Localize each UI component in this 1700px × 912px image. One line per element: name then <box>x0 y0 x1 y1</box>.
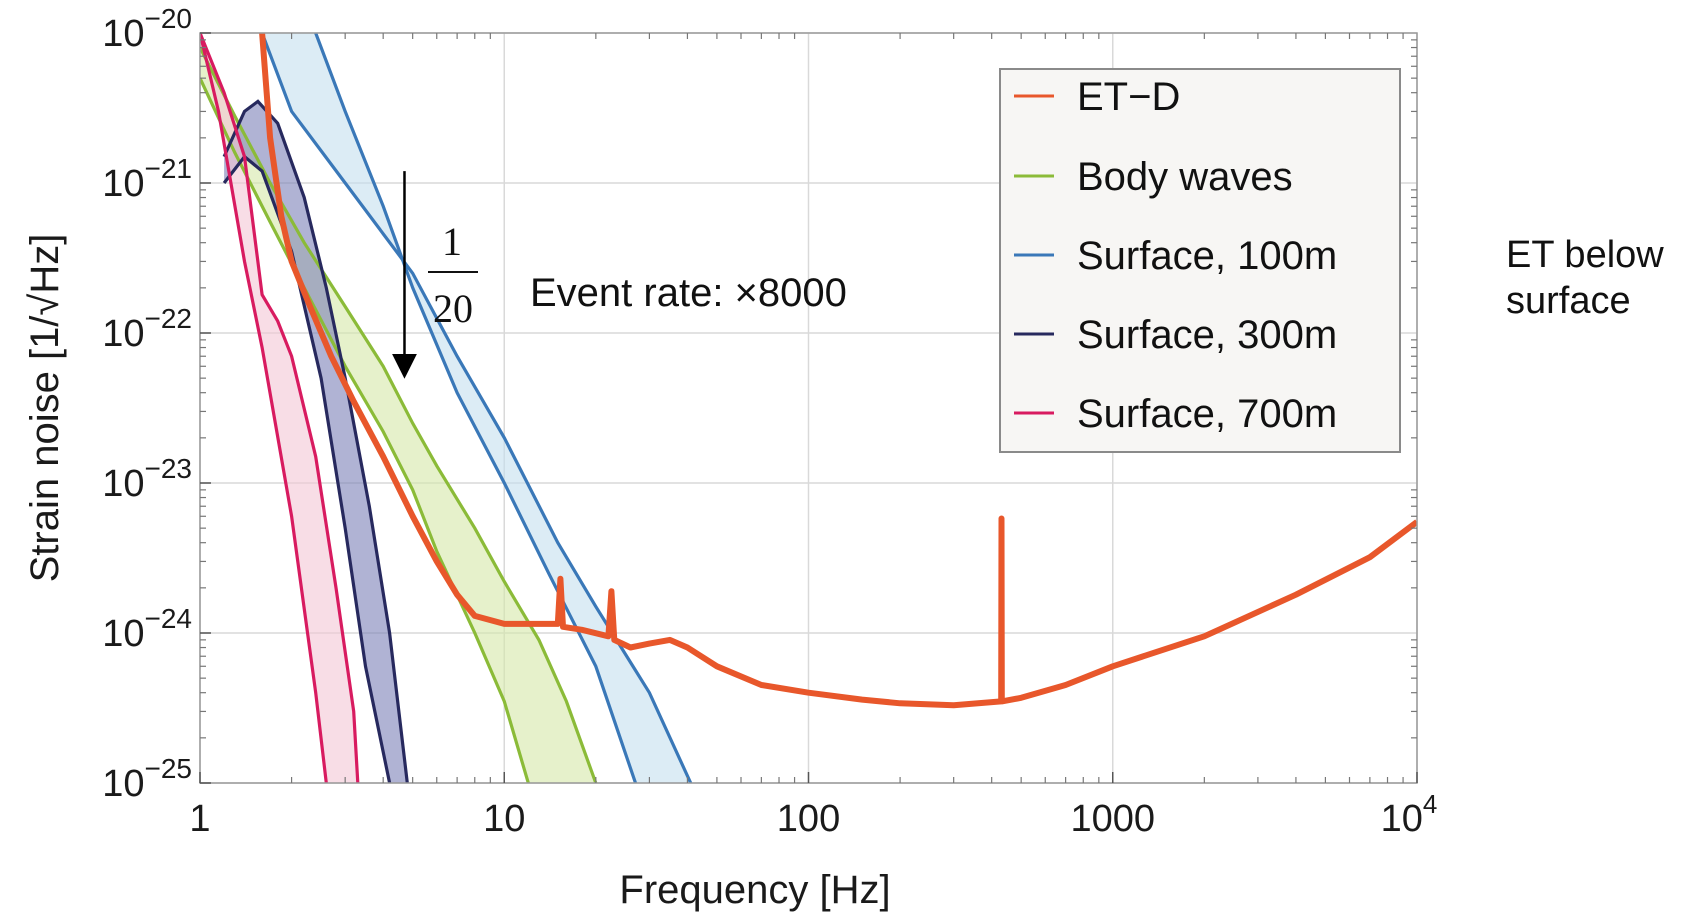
x-tick-label: 104 <box>1381 789 1438 840</box>
legend-label-0: ET−D <box>1077 75 1180 119</box>
legend-box <box>999 68 1401 453</box>
band-lower-line-2 <box>314 33 638 783</box>
x-tick-label: 1000 <box>1070 798 1155 840</box>
band-upper-line-4 <box>200 33 360 783</box>
event-rate-label: Event rate: ×8000 <box>530 271 847 315</box>
side-note-line-1: ET below <box>1506 234 1664 276</box>
band-fill-2 <box>262 33 691 783</box>
legend-label-4: Surface, 700m <box>1077 392 1337 436</box>
band-upper-line-1 <box>200 46 598 783</box>
fraction-denominator: 20 <box>433 286 473 331</box>
noise-bands <box>200 33 691 783</box>
y-tick-label: 10−20 <box>102 3 192 55</box>
side-note: ET below surface <box>1506 232 1664 324</box>
band-lower-line-3 <box>222 154 392 783</box>
y-tick-label: 10−25 <box>102 753 192 805</box>
x-tick-label: 100 <box>777 798 840 840</box>
y-tick-label: 10−22 <box>102 303 192 355</box>
band-lower-line-4 <box>200 33 328 783</box>
legend: ET−D Body waves Surface, 100m Surface, 300m… <box>999 68 1401 453</box>
x-tick-label: 10 <box>483 798 525 840</box>
y-axis-title: Strain noise [1/√Hz] <box>23 234 67 583</box>
band-fill-4 <box>200 33 358 783</box>
y-tick-label: 10−24 <box>102 603 192 655</box>
legend-label-2: Surface, 100m <box>1077 234 1337 278</box>
legend-label-1: Body waves <box>1077 155 1293 199</box>
band-upper-line-3 <box>222 99 409 783</box>
x-axis-title: Frequency [Hz] <box>619 868 890 912</box>
side-note-line-2: surface <box>1506 280 1631 322</box>
x-tick-label: 1 <box>189 798 210 840</box>
et-d-curve <box>259 33 1417 709</box>
fraction-numerator: 1 <box>442 219 462 264</box>
y-tick-label: 10−21 <box>102 153 192 205</box>
band-fill-3 <box>224 101 408 783</box>
legend-label-3: Surface, 300m <box>1077 313 1337 357</box>
noise-curves <box>200 33 1417 783</box>
annotation-group: 1 20 Event rate: ×8000 <box>391 171 847 379</box>
band-upper-line-2 <box>260 33 693 783</box>
band-lower-line-1 <box>200 77 530 783</box>
y-tick-label: 10−23 <box>102 453 192 505</box>
axis-ticks: 1 10 100 1000 104 10−20 10−21 10−22 10−23 10−24 10… <box>102 3 1437 840</box>
band-fill-1 <box>200 47 596 783</box>
